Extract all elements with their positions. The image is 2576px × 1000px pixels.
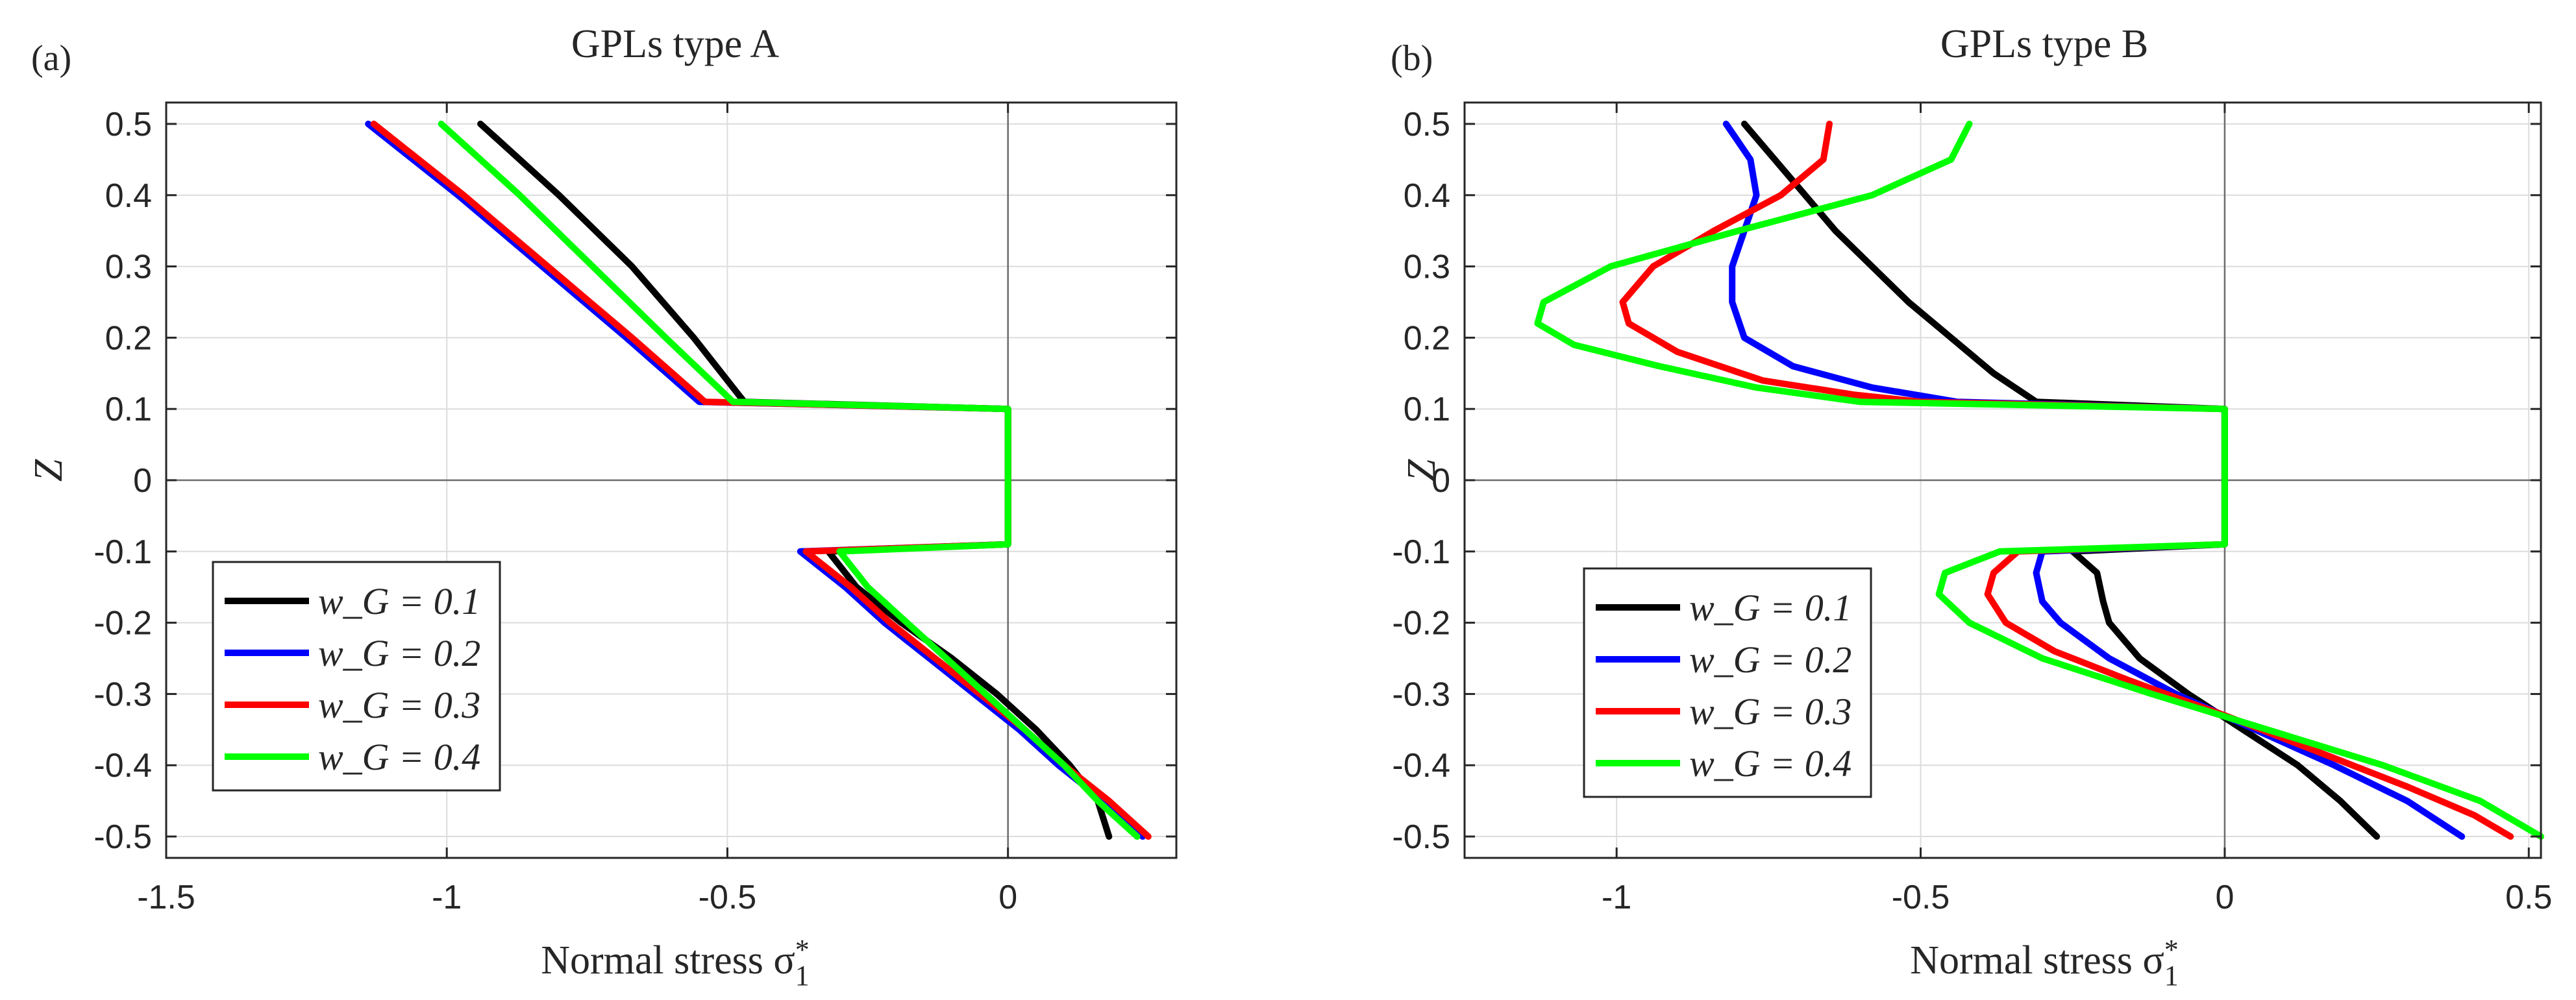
x-tick-labels-a: -1.5 -1 -0.5 0 xyxy=(137,879,1017,916)
series-line-wg-04 xyxy=(1534,120,2544,840)
x-axis-label-text-b: Normal stress σ xyxy=(1910,938,2164,982)
y-tick-label: 0.3 xyxy=(105,249,152,286)
x-tick-label: -0.5 xyxy=(1892,879,1950,916)
y-axis-label-a: Z xyxy=(27,459,71,482)
y-tick-label: -0.1 xyxy=(93,533,152,571)
legend-label: w_G = 0.2 xyxy=(1689,639,1852,681)
y-tick-label: -0.2 xyxy=(93,605,152,642)
series-group-b xyxy=(1534,120,2544,840)
y-tick-label: 0.2 xyxy=(105,319,152,357)
x-tick-label: 0.5 xyxy=(2505,879,2552,916)
legend-label: w_G = 0.4 xyxy=(318,736,480,778)
y-tick-label: 0 xyxy=(133,462,152,500)
y-tick-label: 0 xyxy=(1431,462,1450,500)
x-tick-labels-b: -1 -0.5 0 0.5 xyxy=(1602,879,2552,916)
x-tick-label: 0 xyxy=(2215,879,2234,916)
x-tick-label: -1 xyxy=(432,879,462,916)
x-axis-label-b: Normal stress σ* 1 xyxy=(1910,934,2179,992)
panel-label-b: (b) xyxy=(1391,38,1433,79)
ticks-b xyxy=(1465,103,2541,858)
legend-label: w_G = 0.3 xyxy=(318,684,480,726)
y-tick-label: 0.5 xyxy=(1404,106,1450,143)
legend-label: w_G = 0.2 xyxy=(318,632,480,674)
chart-title-b: GPLs type B xyxy=(1940,22,2148,66)
series-group-a xyxy=(365,120,1152,840)
chart-title-a: GPLs type A xyxy=(571,22,780,66)
x-axis-label-a: Normal stress σ* 1 xyxy=(541,934,810,992)
y-tick-label: 0.5 xyxy=(105,106,152,143)
x-axis-label-sub-b: 1 xyxy=(2164,960,2179,992)
y-tick-label: -0.2 xyxy=(1392,605,1450,642)
y-tick-labels-a: -0.5 -0.4 -0.3 -0.2 -0.1 0 0.1 0.2 0.3 0.4 0.5 xyxy=(93,106,152,856)
y-axis-label-b: Z xyxy=(1400,459,1444,482)
legend-b: w_G = 0.1 w_G = 0.2 w_G = 0.3 w_G = 0.4 xyxy=(1583,567,1872,798)
y-tick-label: -0.4 xyxy=(1392,747,1450,785)
y-tick-label: 0.4 xyxy=(1404,177,1450,215)
y-tick-label: -0.1 xyxy=(1392,533,1450,571)
y-tick-label: -0.3 xyxy=(93,676,152,713)
legend-label: w_G = 0.1 xyxy=(318,580,480,622)
series-line-wg-01 xyxy=(477,120,1113,840)
legend-label: w_G = 0.3 xyxy=(1689,690,1852,733)
legend-label: w_G = 0.4 xyxy=(1689,742,1852,785)
series-line-wg-02 xyxy=(365,120,1146,840)
y-tick-label: 0.4 xyxy=(105,177,152,215)
y-tick-labels-b: -0.5 -0.4 -0.3 -0.2 -0.1 0 0.1 0.2 0.3 0.4 0.5 xyxy=(1392,106,1450,856)
x-tick-label: -1 xyxy=(1602,879,1631,916)
legend-label: w_G = 0.1 xyxy=(1689,587,1852,629)
y-tick-label: -0.4 xyxy=(93,747,152,785)
x-axis-label-sub-a: 1 xyxy=(795,960,810,992)
y-tick-label: -0.5 xyxy=(93,818,152,856)
y-tick-label: 0.3 xyxy=(1404,249,1450,286)
x-tick-label: -0.5 xyxy=(699,879,757,916)
x-axis-label-sup-a: * xyxy=(795,934,810,966)
chart-panel-b: -1 -0.5 0 0.5 -0.5 -0.4 -0.3 -0.2 -0.1 0 0.1 0.2 0.… xyxy=(1391,22,2552,992)
x-axis-label-text-a: Normal stress σ xyxy=(541,938,795,982)
x-axis-label-sup-b: * xyxy=(2164,934,2179,966)
y-tick-label: 0.1 xyxy=(1404,391,1450,428)
chart-panel-a: -1.5 -1 -0.5 0 -0.5 -0.4 -0.3 -0.2 -0.1 0 0.1 0.2 0… xyxy=(27,22,1178,992)
legend-a: w_G = 0.1 w_G = 0.2 w_G = 0.3 w_G = 0.4 xyxy=(212,561,501,792)
y-tick-label: 0.1 xyxy=(105,391,152,428)
y-tick-label: -0.5 xyxy=(1392,818,1450,856)
y-tick-label: 0.2 xyxy=(1404,319,1450,357)
x-tick-label: -1.5 xyxy=(137,879,195,916)
series-line-wg-04 xyxy=(438,120,1141,840)
y-tick-label: -0.3 xyxy=(1392,676,1450,713)
legend-box-b xyxy=(1583,567,1872,798)
x-tick-label: 0 xyxy=(998,879,1017,916)
panel-label-a: (a) xyxy=(31,38,71,79)
ticks-a xyxy=(165,103,1176,858)
